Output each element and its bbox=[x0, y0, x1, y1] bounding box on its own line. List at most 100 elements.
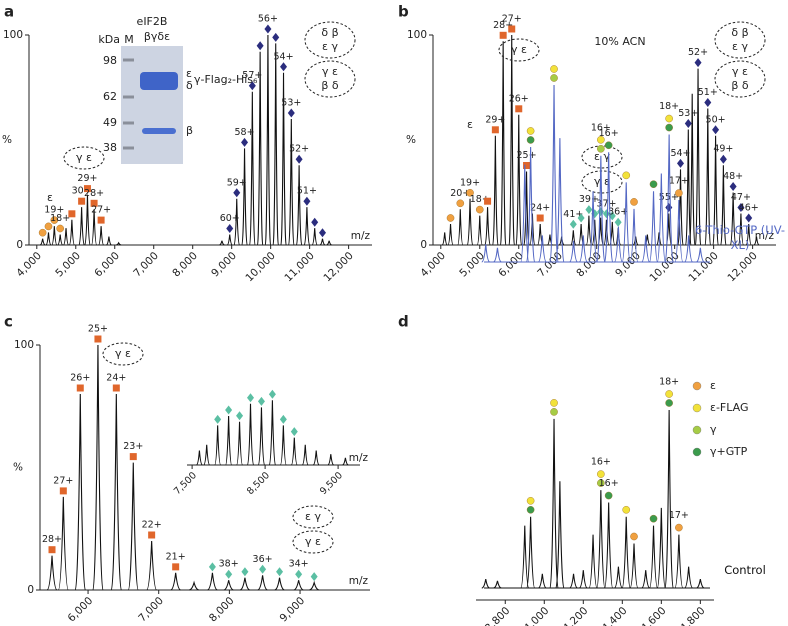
complex-outline bbox=[292, 505, 334, 529]
marker bbox=[569, 219, 577, 229]
complex-outline bbox=[63, 146, 105, 170]
marker bbox=[94, 335, 102, 343]
marker bbox=[241, 137, 249, 147]
charge-label: 26+ bbox=[509, 93, 529, 104]
charge-label: 54+ bbox=[273, 51, 293, 62]
peak bbox=[613, 226, 623, 263]
peak bbox=[720, 165, 727, 246]
peak bbox=[327, 454, 334, 466]
charge-label: 16+ bbox=[599, 478, 619, 489]
marker bbox=[129, 453, 137, 461]
y-axis-label: % bbox=[2, 134, 12, 146]
peak bbox=[737, 213, 745, 246]
peak bbox=[256, 51, 264, 246]
peak bbox=[466, 198, 474, 246]
complex-label: β δ bbox=[731, 79, 749, 92]
marker bbox=[466, 188, 474, 197]
complex-label: γ ε bbox=[511, 43, 527, 56]
y-tick-label: 100 bbox=[3, 29, 23, 41]
complex-outline bbox=[714, 21, 766, 59]
complex-label: γ ε bbox=[76, 151, 92, 164]
marker bbox=[268, 389, 276, 399]
charge-label: 16+ bbox=[591, 122, 611, 133]
marker bbox=[597, 144, 605, 153]
charge-label: 28+ bbox=[493, 20, 513, 31]
peak bbox=[319, 238, 326, 246]
peak bbox=[604, 502, 614, 589]
x-tick-label: 9,000 bbox=[209, 250, 239, 280]
marker bbox=[665, 390, 673, 398]
peak bbox=[214, 425, 222, 466]
marker bbox=[536, 214, 544, 222]
peak bbox=[500, 41, 507, 246]
peak bbox=[239, 577, 251, 591]
marker bbox=[604, 141, 613, 150]
charge-label: 27+ bbox=[502, 14, 522, 25]
charge-label: 46+ bbox=[739, 203, 759, 214]
peak bbox=[641, 570, 650, 589]
peak bbox=[529, 213, 536, 246]
peak bbox=[704, 108, 711, 246]
marker bbox=[515, 105, 523, 113]
charge-label: 34+ bbox=[289, 559, 309, 570]
peak bbox=[457, 209, 464, 246]
peak bbox=[526, 516, 536, 589]
peak bbox=[674, 534, 684, 589]
marker bbox=[78, 197, 86, 205]
x-tick-label: 6,000 bbox=[66, 595, 96, 625]
marker bbox=[585, 205, 593, 215]
peak bbox=[555, 481, 565, 589]
charge-label: 25+ bbox=[88, 324, 108, 335]
charge-label: 29+ bbox=[77, 173, 97, 184]
gel-title: eIF2B bbox=[137, 15, 168, 28]
peak bbox=[591, 219, 598, 246]
peak bbox=[233, 198, 240, 246]
marker bbox=[310, 572, 318, 582]
x-tick-label: 9,000 bbox=[278, 595, 308, 625]
marker bbox=[248, 81, 256, 91]
peak bbox=[219, 240, 225, 246]
gel-ladder-band bbox=[123, 58, 134, 62]
marker bbox=[550, 65, 558, 73]
peak bbox=[569, 573, 578, 589]
peak bbox=[225, 416, 233, 466]
charge-label: 51+ bbox=[698, 87, 718, 98]
charge-label: 38+ bbox=[219, 559, 239, 570]
peak bbox=[272, 43, 279, 246]
peak bbox=[146, 540, 158, 591]
x-tick-label: 8,000 bbox=[574, 250, 604, 280]
charge-label: 52+ bbox=[289, 144, 309, 155]
charge-label: 36+ bbox=[253, 554, 273, 565]
charge-label: 36+ bbox=[608, 207, 628, 218]
marker bbox=[508, 25, 516, 33]
marker bbox=[665, 203, 673, 212]
peak bbox=[664, 409, 674, 589]
marker bbox=[602, 209, 610, 219]
peak bbox=[569, 240, 578, 263]
marker bbox=[630, 532, 638, 541]
charge-label: 55+ bbox=[659, 192, 679, 203]
charge-label: 16+ bbox=[599, 128, 619, 139]
marker bbox=[56, 224, 64, 233]
peak bbox=[526, 146, 536, 263]
marker bbox=[737, 203, 745, 212]
x-tick-label: 4,200 bbox=[561, 605, 591, 626]
peak bbox=[110, 393, 122, 591]
marker bbox=[649, 180, 658, 188]
y-tick-label: 0 bbox=[420, 239, 427, 251]
x-tick-label: 9,000 bbox=[613, 250, 643, 280]
peak bbox=[441, 232, 448, 246]
peak bbox=[290, 437, 298, 466]
legend-label: ε-FLAG bbox=[710, 401, 748, 414]
x-tick-label: 4,000 bbox=[418, 250, 448, 280]
charge-label: 18+ bbox=[659, 377, 679, 388]
y-tick-label: 0 bbox=[16, 239, 23, 251]
marker bbox=[675, 189, 683, 197]
charge-label: 23+ bbox=[123, 441, 143, 452]
peak bbox=[207, 572, 218, 591]
complex-outline bbox=[304, 21, 356, 59]
peak bbox=[279, 425, 287, 466]
peak bbox=[674, 200, 684, 263]
